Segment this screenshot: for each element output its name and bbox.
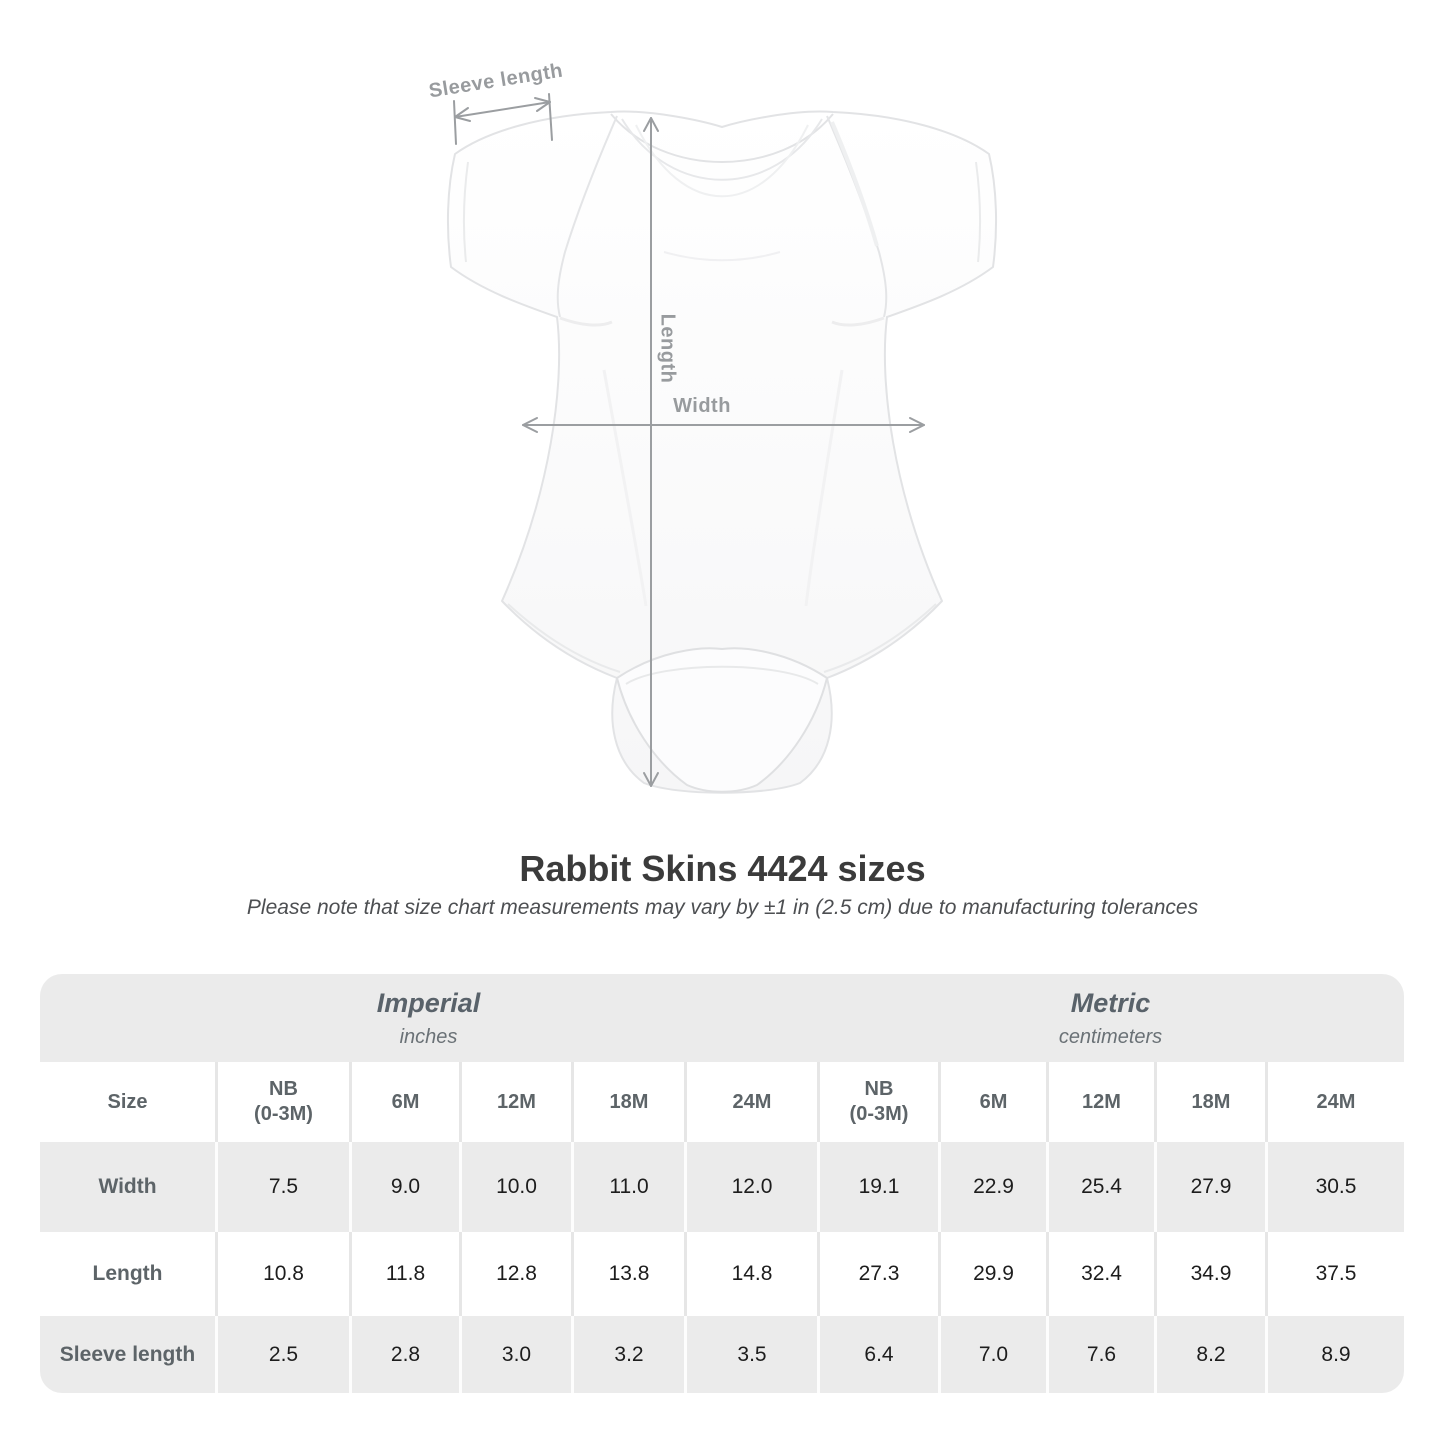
- value-cell: 9.0: [349, 1142, 459, 1232]
- value-cell: 7.0: [938, 1316, 1046, 1393]
- value-cell: 8.2: [1154, 1316, 1265, 1393]
- onesie-body: [446, 110, 998, 794]
- value-cell: 27.3: [817, 1232, 938, 1316]
- value-cell: 6.4: [817, 1316, 938, 1393]
- value-cell: 12.0: [684, 1142, 817, 1232]
- value-cell: 25.4: [1046, 1142, 1154, 1232]
- value-cell: 7.6: [1046, 1316, 1154, 1393]
- value-cell: 3.5: [684, 1316, 817, 1393]
- value-cell: 34.9: [1154, 1232, 1265, 1316]
- metric-title: Metric: [1070, 987, 1151, 1018]
- size-column-label: Size: [107, 1090, 148, 1113]
- product-measurement-figure: Sleeve length Length Width: [427, 60, 998, 794]
- metric-group-header: Metric centimeters: [817, 974, 1404, 1062]
- column-header: NB (0-3M): [817, 1062, 938, 1142]
- imperial-title: Imperial: [376, 987, 481, 1018]
- length-arrow: [643, 117, 659, 787]
- value-cell: 29.9: [938, 1232, 1046, 1316]
- value-cell: 32.4: [1046, 1232, 1154, 1316]
- column-header: 12M: [1046, 1062, 1154, 1142]
- column-header: 6M: [938, 1062, 1046, 1142]
- value-cell: 3.2: [571, 1316, 684, 1393]
- value-cell: 7.5: [215, 1142, 349, 1232]
- value-cell: 11.8: [349, 1232, 459, 1316]
- value-cell: 12.8: [459, 1232, 571, 1316]
- sleeve-length-arrow: [453, 93, 553, 145]
- value-cell: 13.8: [571, 1232, 684, 1316]
- table-row-width: Width 7.5 9.0 10.0 11.0 12.0 19.1 22.9 2…: [40, 1142, 1404, 1232]
- column-header: 18M: [1154, 1062, 1265, 1142]
- column-header: 12M: [459, 1062, 571, 1142]
- value-cell: 19.1: [817, 1142, 938, 1232]
- heading-block: Rabbit Skins 4424 sizes Please note that…: [0, 849, 1445, 920]
- value-cell: 3.0: [459, 1316, 571, 1393]
- row-label: Length: [92, 1262, 163, 1285]
- row-label: Width: [40, 1142, 215, 1232]
- imperial-unit: inches: [399, 1025, 458, 1048]
- value-cell: 8.9: [1265, 1316, 1404, 1393]
- width-dimension-label: Width: [673, 395, 731, 417]
- column-header: 24M: [684, 1062, 817, 1142]
- value-cell: 30.5: [1265, 1142, 1404, 1232]
- value-cell: 14.8: [684, 1232, 817, 1316]
- tolerance-note: Please note that size chart measurements…: [246, 896, 1199, 919]
- value-cell: 37.5: [1265, 1232, 1404, 1316]
- row-label: Sleeve length: [40, 1316, 215, 1393]
- width-arrow: [522, 417, 925, 433]
- column-header: 18M: [571, 1062, 684, 1142]
- size-header-row: Size NB (0-3M) 6M 12M 18M 24M NB (0-3M) …: [40, 1062, 1404, 1142]
- column-header: 24M: [1265, 1062, 1404, 1142]
- value-cell: 27.9: [1154, 1142, 1265, 1232]
- table-row-length: Length 10.8 11.8 12.8 13.8 14.8 27.3 29.…: [40, 1232, 1404, 1316]
- value-cell: 22.9: [938, 1142, 1046, 1232]
- metric-unit: centimeters: [1058, 1025, 1163, 1048]
- column-header: 6M: [349, 1062, 459, 1142]
- table-row-sleeve-length: Sleeve length 2.5 2.8 3.0 3.2 3.5 6.4 7.…: [40, 1316, 1404, 1393]
- value-cell: 2.8: [349, 1316, 459, 1393]
- value-cell: 10.8: [215, 1232, 349, 1316]
- length-dimension-label: Length: [656, 313, 679, 384]
- size-chart-table: Imperial inches Metric centimeters Size …: [40, 974, 1404, 1393]
- column-header: NB (0-3M): [215, 1062, 349, 1142]
- value-cell: 2.5: [215, 1316, 349, 1393]
- imperial-group-header: Imperial inches: [40, 974, 817, 1062]
- value-cell: 10.0: [459, 1142, 571, 1232]
- value-cell: 11.0: [571, 1142, 684, 1232]
- page-title: Rabbit Skins 4424 sizes: [519, 848, 926, 889]
- onesie-illustration: [446, 93, 998, 794]
- unit-group-band: Imperial inches Metric centimeters: [40, 974, 1404, 1062]
